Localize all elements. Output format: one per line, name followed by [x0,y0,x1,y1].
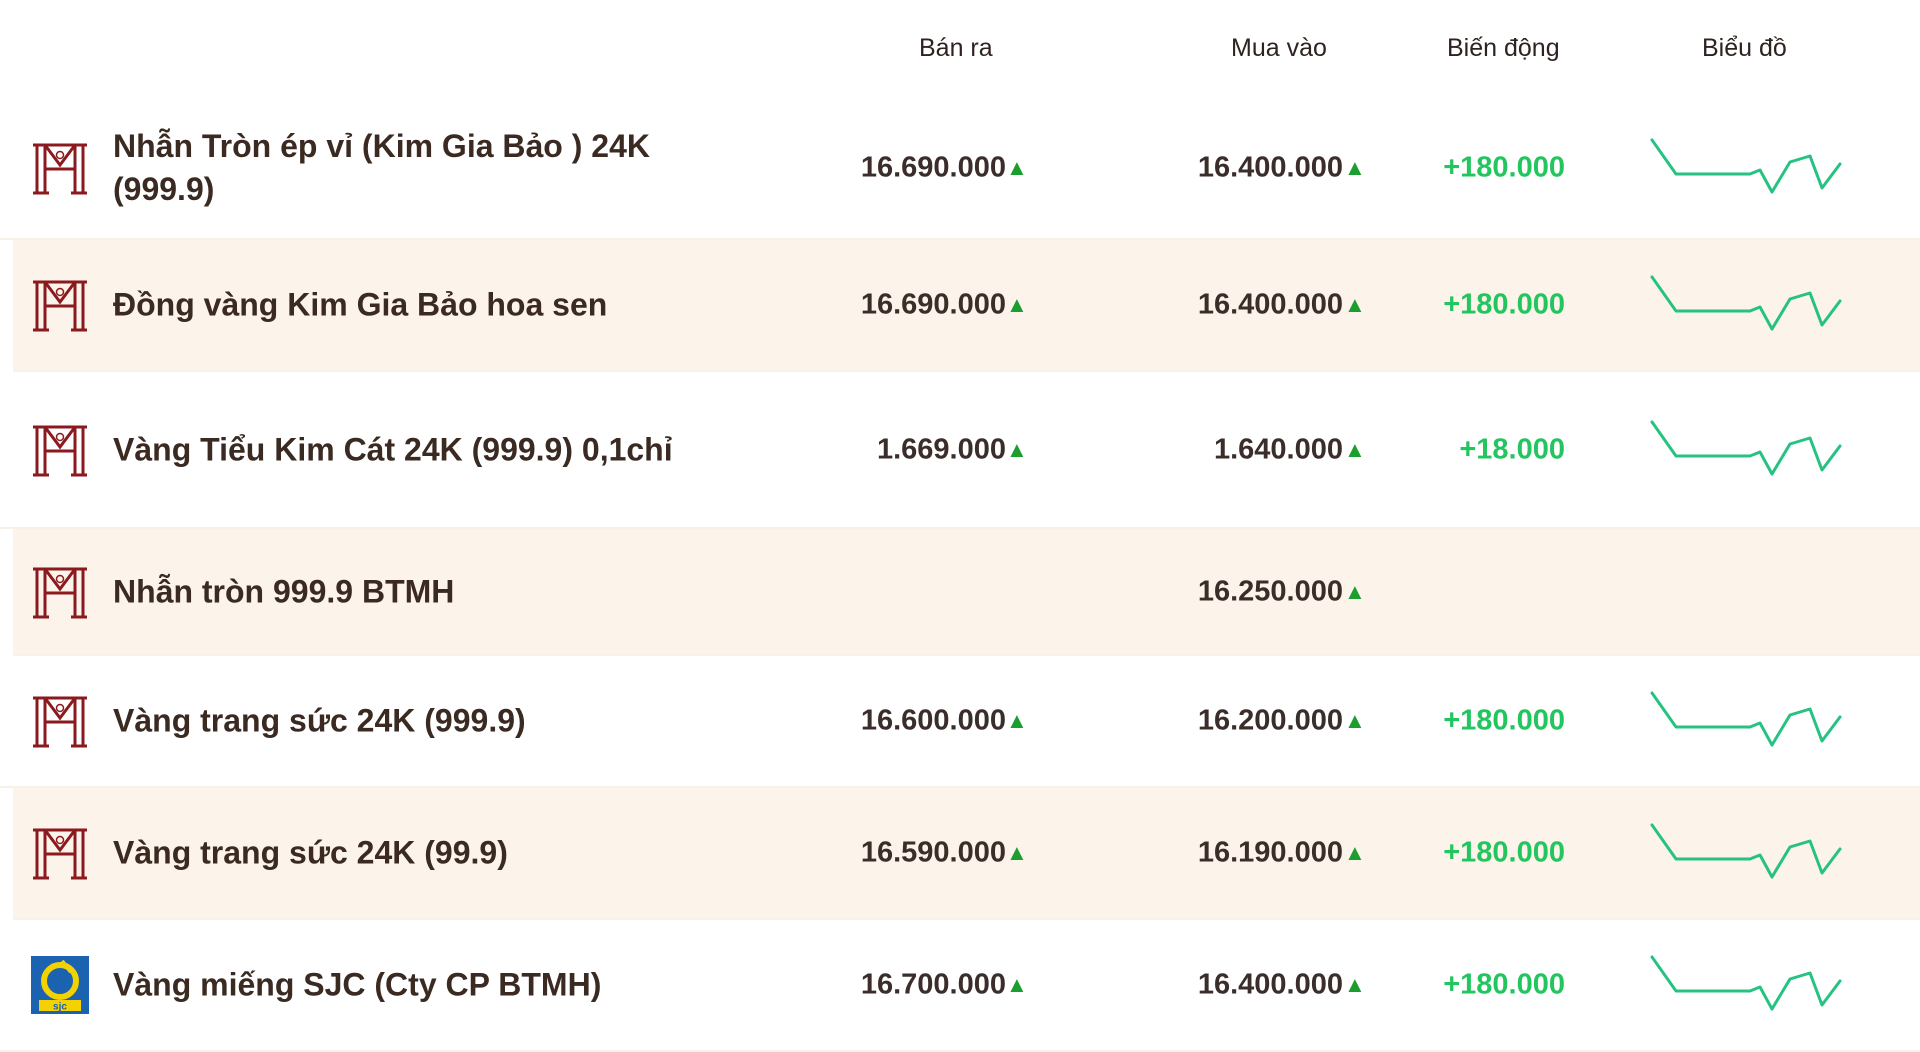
header-chart: Biểu đồ [1702,34,1787,62]
up-arrow-icon: ▲ [1344,436,1366,462]
buy-price: 16.400.000 [1197,288,1343,321]
sjc-logo: sjc [31,956,89,1014]
price-change: +180.000 [1443,968,1565,1001]
price-change: +180.000 [1443,151,1565,184]
up-arrow-icon: ▲ [1006,708,1028,733]
btmh-logo [31,139,89,197]
sell-price: 1.669.000 [876,433,1006,465]
product-name: Vàng Tiểu Kim Cát 24K (999.9) 0,1chỉ [113,431,673,467]
buy-price: 16.250.000 [1197,575,1343,607]
header-change: Biến động [1447,34,1560,62]
up-arrow-icon: ▲ [1344,155,1366,180]
table-row[interactable]: Vàng Tiểu Kim Cát 24K (999.9) 0,1chỉ 1.66… [0,372,1920,529]
btmh-logo [31,563,89,621]
up-arrow-icon: ▲ [1344,840,1366,865]
up-arrow-icon: ▲ [1344,578,1366,604]
product-name: Đồng vàng Kim Gia Bảo hoa sen [113,286,608,323]
sparkline-chart[interactable] [1650,136,1844,200]
up-arrow-icon: ▲ [1006,292,1028,317]
product-name: Vàng trang sức 24K (99.9) [113,834,508,871]
sparkline-chart[interactable] [1650,689,1844,753]
sell-price: 16.700.000 [860,968,1006,1001]
up-arrow-icon: ▲ [1344,292,1366,317]
sell-price: 16.590.000 [860,836,1006,869]
product-name: Vàng trang sức 24K (999.9) [113,702,526,739]
price-change: +180.000 [1443,288,1565,321]
sparkline-chart[interactable] [1650,418,1844,482]
up-arrow-icon: ▲ [1006,155,1028,180]
table-row[interactable]: Nhẫn Tròn ép vỉ (Kim Gia Bảo ) 24K (999.… [0,98,1920,240]
table-row[interactable]: Nhẫn tròn 999.9 BTMH 16.250.000 ▲ [13,529,1920,656]
sell-price: 16.690.000 [860,288,1006,321]
buy-price: 16.200.000 [1197,704,1343,737]
sparkline-chart[interactable] [1650,953,1844,1017]
price-change: +180.000 [1443,836,1565,869]
table-body: Nhẫn Tròn ép vỉ (Kim Gia Bảo ) 24K (999.… [0,98,1920,1052]
table-header: Bán ra Mua vào Biến động Biểu đồ [0,0,1920,98]
table-row[interactable]: Vàng trang sức 24K (99.9) 16.590.000 ▲ 16.1… [13,788,1920,920]
up-arrow-icon: ▲ [1344,708,1366,733]
sell-price: 16.600.000 [860,704,1006,737]
up-arrow-icon: ▲ [1344,972,1366,997]
sparkline-chart[interactable] [1650,821,1844,885]
btmh-logo [31,692,89,750]
table-row[interactable]: Đồng vàng Kim Gia Bảo hoa sen 16.690.000 ▲… [13,240,1920,372]
product-name: Nhẫn Tròn ép vỉ (Kim Gia Bảo ) 24K (999.… [113,128,650,207]
up-arrow-icon: ▲ [1006,436,1028,462]
price-change: +18.000 [1459,433,1565,465]
sjc-logo-text: sjc [53,1002,67,1013]
buy-price: 16.400.000 [1197,151,1343,184]
sparkline-chart[interactable] [1650,273,1844,337]
buy-price: 16.190.000 [1197,836,1343,869]
header-buy: Mua vào [1231,34,1327,62]
product-name: Nhẫn tròn 999.9 BTMH [113,573,455,609]
table-row[interactable]: Vàng trang sức 24K (999.9) 16.600.000 ▲ 16.… [0,656,1920,788]
sell-price: 16.690.000 [860,151,1006,184]
product-name: Vàng miếng SJC (Cty CP BTMH) [113,966,602,1003]
btmh-logo [31,421,89,479]
btmh-logo [31,824,89,882]
btmh-logo [31,276,89,334]
header-sell: Bán ra [919,34,993,62]
buy-price: 1.640.000 [1213,433,1343,465]
table-row[interactable]: sjc Vàng miếng SJC (Cty CP BTMH) 16.700.00… [0,920,1920,1052]
price-change: +180.000 [1443,704,1565,737]
up-arrow-icon: ▲ [1006,972,1028,997]
buy-price: 16.400.000 [1197,968,1343,1001]
up-arrow-icon: ▲ [1006,840,1028,865]
